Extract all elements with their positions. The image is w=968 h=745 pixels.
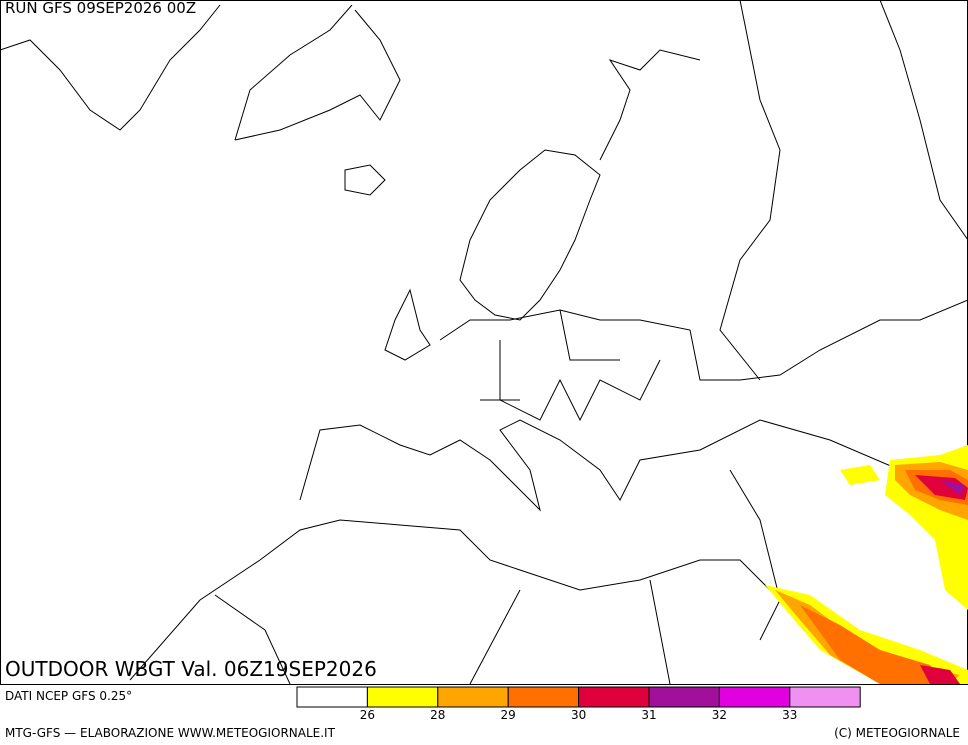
footer-right: (C) METEOGIORNALE: [834, 726, 960, 740]
legend-tick-label: 31: [641, 708, 656, 722]
legend-swatch: [648, 686, 720, 708]
map-frame: [0, 0, 968, 685]
legend: 26 28 29 30 31 32 33: [296, 686, 861, 722]
legend-tick-label: 28: [430, 708, 445, 722]
legend-tick-label: 30: [571, 708, 586, 722]
legend-tick-label: 29: [501, 708, 516, 722]
legend-swatch: [507, 686, 580, 708]
legend-swatch: [789, 686, 861, 708]
legend-swatch: [296, 686, 368, 708]
legend-swatch: [437, 686, 509, 708]
legend-swatch: [578, 686, 650, 708]
legend-swatch: [718, 686, 791, 708]
map-title: OUTDOOR WBGT Val. 06Z19SEP2026: [5, 657, 377, 681]
footer-left: MTG-GFS — ELABORAZIONE WWW.METEOGIORNALE…: [5, 726, 336, 740]
legend-tick-label: 26: [360, 708, 375, 722]
run-label: RUN GFS 09SEP2026 00Z: [5, 0, 196, 17]
legend-swatch: [366, 686, 439, 708]
legend-tick-label: 32: [712, 708, 727, 722]
wbgt-field: [765, 445, 968, 684]
source-label: DATI NCEP GFS 0.25°: [5, 689, 132, 703]
legend-tick-label: 33: [782, 708, 797, 722]
